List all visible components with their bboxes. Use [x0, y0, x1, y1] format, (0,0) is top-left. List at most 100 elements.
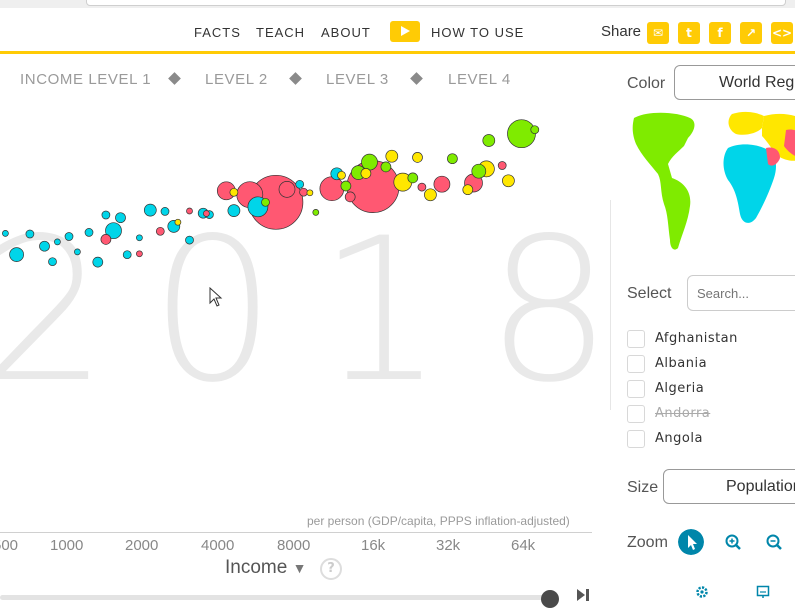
timeline-end-icon[interactable] [576, 588, 590, 602]
timeline-handle[interactable] [541, 590, 559, 608]
nav-facts[interactable]: FACTS [194, 25, 241, 40]
income-level-3[interactable]: LEVEL 3 [326, 71, 389, 88]
world-region-map[interactable] [628, 108, 795, 258]
income-level-2[interactable]: LEVEL 2 [205, 71, 268, 88]
map-region-americas [632, 112, 695, 250]
facebook-icon[interactable]: f [709, 22, 731, 44]
nav-how-to-use[interactable]: HOW TO USE [431, 25, 525, 40]
country-bubble-asia[interactable] [299, 187, 308, 197]
country-bubble-asia[interactable] [319, 176, 345, 202]
country-bubble-europe[interactable] [361, 153, 378, 171]
country-bubble-americas[interactable] [337, 170, 346, 180]
x-tick: 4000 [201, 537, 235, 554]
country-bubble-europe[interactable] [312, 209, 320, 216]
country-bubble-africa[interactable] [2, 230, 9, 237]
country-checkbox[interactable] [627, 330, 645, 348]
settings-gear-icon[interactable] [695, 585, 709, 599]
country-bubble-americas[interactable] [385, 149, 399, 163]
twitter-icon[interactable]: t [678, 22, 700, 44]
country-bubble-asia[interactable] [136, 250, 143, 258]
income-level-4[interactable]: LEVEL 4 [448, 71, 511, 88]
country-bubble-africa[interactable] [122, 250, 132, 260]
income-level-1[interactable]: INCOME LEVEL 1 [20, 71, 152, 88]
country-bubble-africa[interactable] [227, 204, 241, 217]
country-bubble-europe[interactable] [261, 197, 270, 207]
size-select-value: Population [726, 478, 795, 495]
country-checkbox[interactable] [627, 430, 645, 448]
country-bubble-asia[interactable] [497, 161, 507, 170]
country-bubble-asia[interactable] [155, 226, 165, 236]
country-bubble-asia[interactable] [433, 175, 451, 193]
country-bubble-africa[interactable] [101, 210, 111, 220]
country-bubble-africa[interactable] [136, 234, 143, 242]
presentation-icon[interactable] [756, 585, 770, 599]
caret-down-icon: ▼ [292, 560, 307, 576]
country-bubble-africa[interactable] [295, 179, 305, 189]
country-bubble-asia[interactable] [278, 181, 296, 198]
country-bubble-asia[interactable] [100, 234, 112, 245]
country-bubble-africa[interactable] [92, 256, 104, 268]
pointer-icon[interactable] [678, 529, 704, 555]
color-select[interactable]: World Regions [674, 65, 795, 100]
country-bubble-europe[interactable] [380, 161, 392, 173]
top-navigation: FACTS TEACH ABOUT HOW TO USE Share ✉ t f… [0, 8, 795, 54]
mail-icon[interactable]: ✉ [647, 22, 669, 44]
mouse-cursor-icon [209, 287, 223, 307]
country-name: Albania [655, 356, 708, 371]
country-bubble-africa[interactable] [143, 203, 157, 217]
zoom-label: Zoom [627, 534, 668, 551]
country-bubble-europe[interactable] [447, 153, 458, 165]
country-bubble-africa[interactable] [160, 207, 170, 216]
country-name: Algeria [655, 381, 705, 396]
play-icon[interactable] [390, 21, 420, 42]
country-bubble-africa[interactable] [48, 257, 57, 267]
country-bubble-africa[interactable] [115, 212, 126, 224]
country-bubble-americas[interactable] [229, 187, 239, 197]
country-bubble-americas[interactable] [412, 152, 423, 163]
country-bubble-americas[interactable] [424, 188, 437, 202]
zoom-out-icon[interactable] [761, 529, 787, 555]
size-select[interactable]: Population [663, 469, 795, 504]
country-bubble-africa[interactable] [84, 228, 94, 237]
timeline-slider[interactable] [0, 595, 548, 600]
country-name: Afghanistan [655, 331, 738, 346]
country-bubble-africa[interactable] [54, 238, 61, 246]
country-bubble-americas[interactable] [360, 168, 372, 179]
x-axis-title[interactable]: Income ▼ [225, 557, 306, 579]
country-checkbox[interactable] [627, 380, 645, 398]
country-bubble-africa[interactable] [64, 232, 74, 241]
country-bubble-americas[interactable] [306, 189, 314, 197]
country-bubble-asia[interactable] [344, 191, 356, 203]
nav-about[interactable]: ABOUT [321, 25, 371, 40]
country-bubble-americas[interactable] [462, 184, 474, 196]
country-search-input[interactable] [687, 275, 795, 311]
country-bubble-americas[interactable] [502, 174, 515, 188]
address-bar[interactable] [86, 0, 786, 6]
country-bubble-africa[interactable] [185, 235, 194, 245]
country-name: Andorra [655, 406, 711, 421]
country-bubble-asia[interactable] [203, 210, 210, 217]
share-label: Share [601, 23, 642, 40]
country-bubble-europe[interactable] [340, 180, 352, 192]
country-bubble-africa[interactable] [39, 240, 50, 252]
country-bubble-europe[interactable] [482, 134, 496, 147]
zoom-in-icon[interactable] [720, 529, 746, 555]
nav-teach[interactable]: TEACH [256, 25, 306, 40]
country-bubble-africa[interactable] [9, 247, 24, 262]
country-bubble-europe[interactable] [471, 163, 487, 179]
country-bubble-africa[interactable] [105, 222, 122, 240]
help-icon[interactable]: ? [320, 558, 342, 580]
country-bubble-africa[interactable] [25, 229, 35, 239]
country-bubble-asia[interactable] [417, 182, 427, 192]
embed-icon[interactable]: <> [771, 22, 793, 44]
country-bubble-americas[interactable] [174, 218, 182, 226]
bubble-chart[interactable] [0, 92, 600, 532]
x-tick: 1000 [50, 537, 84, 554]
country-bubble-europe[interactable] [507, 119, 536, 149]
country-bubble-africa[interactable] [74, 248, 81, 256]
country-bubble-asia[interactable] [186, 207, 193, 215]
country-bubble-europe[interactable] [530, 125, 540, 135]
country-bubble-europe[interactable] [407, 172, 419, 184]
country-checkbox[interactable] [627, 355, 645, 373]
share-icon[interactable]: ↗ [740, 22, 762, 44]
